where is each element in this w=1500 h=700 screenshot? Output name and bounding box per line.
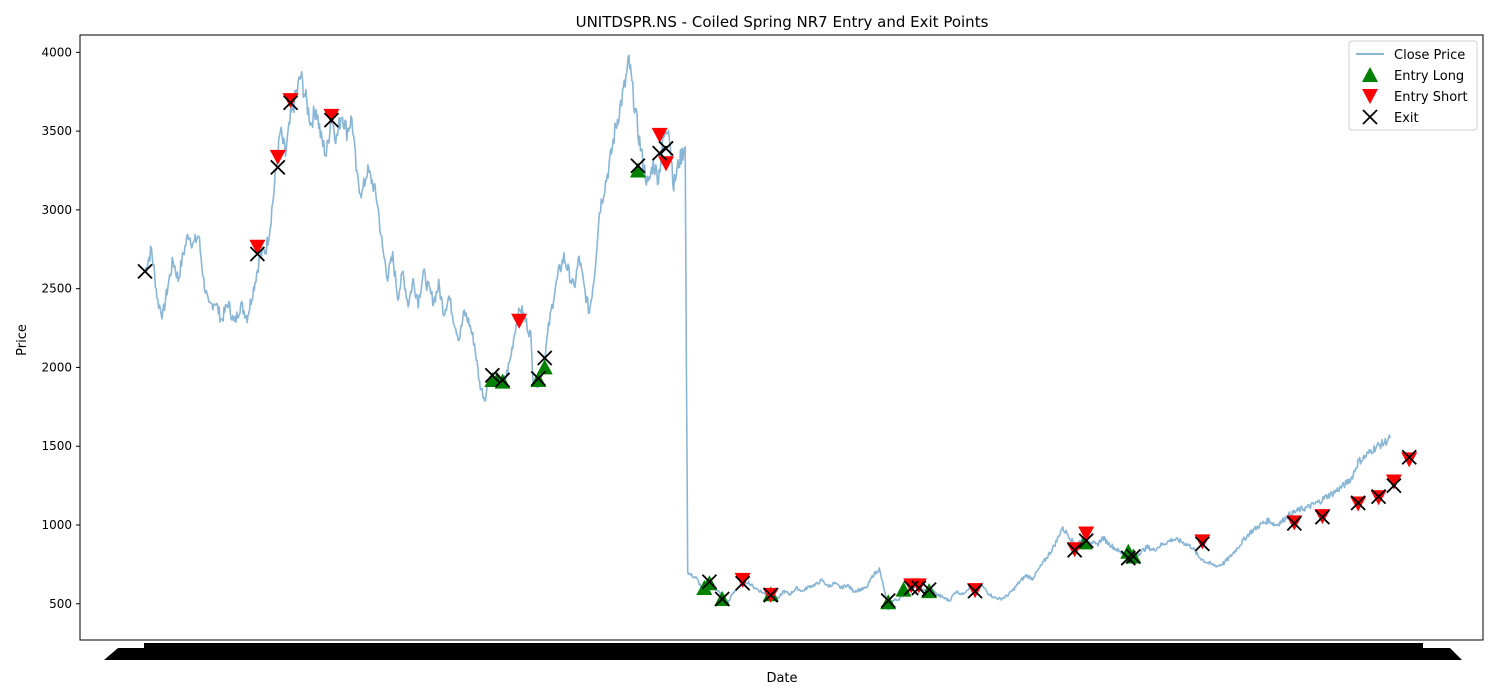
legend-entry-long-marker (1362, 67, 1378, 82)
exit-point-30 (1386, 477, 1402, 494)
exit-point-11 (658, 140, 674, 157)
entry-short-point-7 (734, 572, 751, 588)
exit-point-23 (1120, 550, 1136, 566)
legend-exit-marker (1362, 109, 1378, 125)
entry-short-point-6 (658, 156, 675, 172)
exit-point-5 (484, 367, 500, 383)
plot-area (80, 35, 1483, 640)
exit-point-14 (734, 575, 751, 591)
y-axis-label: Price (15, 324, 30, 356)
exit-point-7 (530, 370, 546, 387)
y-tick-label-5: 3000 (41, 203, 72, 217)
y-axis-ticks: 500 1000 1500 2000 2500 3000 3500 4000 (41, 45, 80, 611)
x-tick-marks-band (144, 643, 1423, 648)
exit-point-21 (1067, 542, 1083, 558)
entry-long-point-4 (536, 359, 553, 375)
entry-short-point-5 (651, 127, 668, 143)
exit-point-12 (701, 574, 718, 590)
entry-short-point-19 (1385, 474, 1402, 490)
entry-short-point-3 (323, 108, 340, 124)
exit-point-24 (1125, 548, 1142, 565)
exit-point-0 (137, 263, 153, 279)
exit-point-2 (270, 159, 286, 175)
x-tick-labels (104, 643, 1462, 660)
exit-point-22 (1078, 533, 1094, 549)
legend-close-price-label: Close Price (1394, 48, 1465, 63)
exit-point-10 (651, 145, 668, 161)
entry-short-point-2 (282, 93, 299, 109)
exit-point-25 (1194, 536, 1210, 552)
legend-entry-short-label: Entry Short (1394, 90, 1468, 105)
legend-exit-label: Exit (1394, 111, 1419, 126)
entry-short-point-4 (511, 313, 528, 329)
exit-point-19 (921, 581, 937, 598)
exit-point-20 (967, 583, 983, 599)
legend-entry-long-label: Entry Long (1394, 69, 1464, 84)
y-tick-label-6: 3500 (41, 124, 72, 138)
exit-point-4 (323, 112, 340, 128)
exit-point-15 (763, 587, 779, 603)
entry-short-point-1 (269, 149, 286, 165)
entry-short-point-13 (1078, 526, 1095, 542)
entry-short-point-20 (1401, 452, 1418, 468)
x-tick-labels-band (104, 648, 1462, 660)
close-price-line (144, 54, 1391, 611)
series-layer (137, 54, 1418, 611)
exit-point-13 (714, 591, 730, 607)
entry-long-point-5 (629, 162, 646, 178)
exit-point-3 (282, 95, 299, 111)
exit-point-29 (1370, 488, 1387, 505)
exit-point-1 (249, 246, 266, 262)
y-tick-label-1: 1000 (41, 518, 72, 532)
legend: Close Price Entry Long Entry Short Exit (1348, 40, 1478, 131)
exit-point-6 (494, 372, 511, 388)
exit-point-27 (1314, 509, 1331, 525)
exit-point-16 (880, 592, 896, 609)
exit-point-9 (630, 158, 646, 174)
legend-box (1348, 40, 1478, 131)
legend-entry-short-marker (1362, 89, 1378, 104)
exit-point-31 (1401, 449, 1417, 465)
y-tick-label-0: 500 (49, 597, 72, 611)
y-tick-label-2: 1500 (41, 439, 72, 453)
exit-point-17 (903, 580, 919, 596)
plot-frame (79, 34, 1484, 641)
x-axis-label: Date (766, 671, 797, 686)
y-tick-label-4: 2500 (41, 282, 72, 296)
y-tick-label-7: 4000 (41, 45, 72, 59)
y-tick-label-3: 2000 (41, 360, 72, 374)
entry-short-point-0 (249, 239, 266, 255)
chart-title: UNITDSPR.NS - Coiled Spring NR7 Entry an… (576, 13, 989, 31)
exit-point-8 (537, 350, 553, 366)
exit-point-28 (1350, 495, 1366, 511)
entry-short-point-14 (1194, 534, 1211, 550)
exit-point-26 (1286, 515, 1302, 532)
